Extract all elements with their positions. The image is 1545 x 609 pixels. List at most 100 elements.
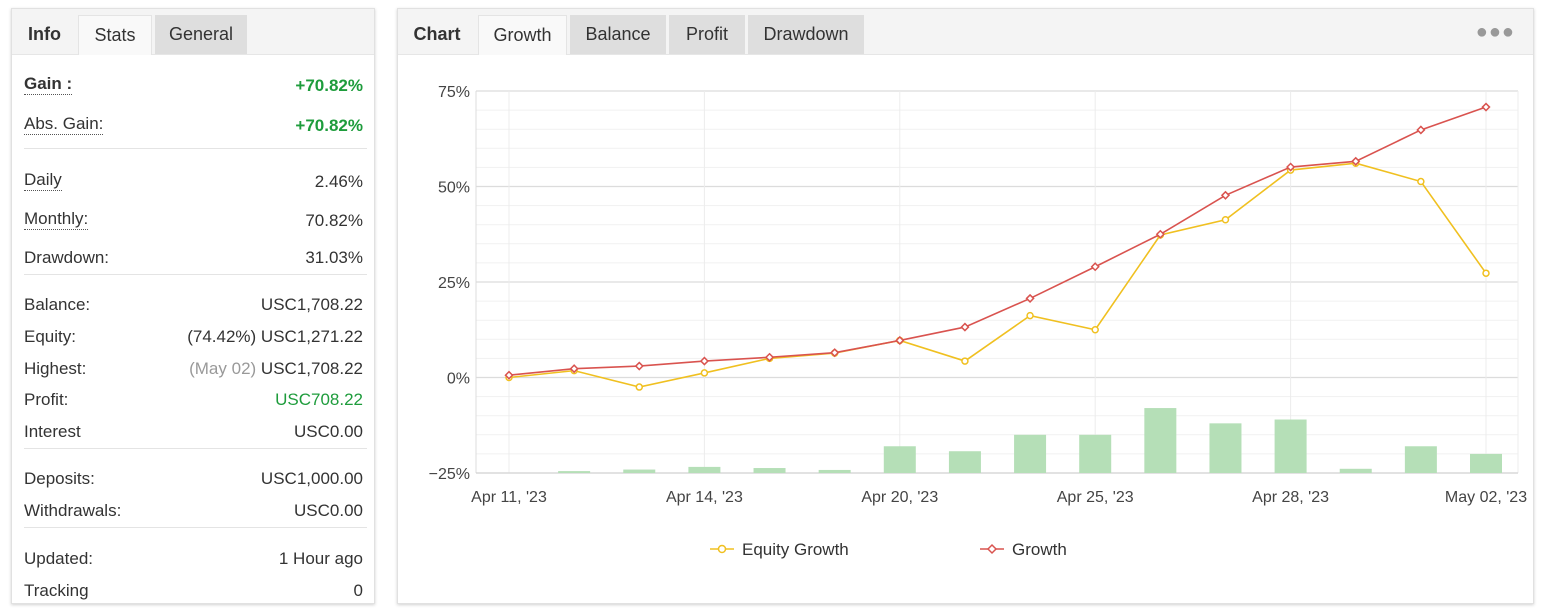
bar	[558, 471, 591, 473]
divider	[24, 148, 367, 149]
equity-growth-line	[508, 162, 1487, 388]
stat-equity: Equity: (74.42%) USC1,271.22	[24, 325, 363, 349]
line-series	[504, 102, 1491, 391]
x-tick-label: May 02, '23	[1445, 489, 1527, 506]
growth-point	[634, 361, 644, 371]
axis-labels: 75% 50% 25% 0% −25%Apr 11, '23 Apr 14, '23 Apr…	[429, 84, 1528, 506]
stats-panel: Info Stats General Gain : +70.82% Abs. G…	[11, 8, 375, 604]
highest-date: (May 02)	[189, 359, 257, 378]
legend: Equity Growth Growth	[710, 540, 1067, 559]
stat-label: Highest:	[24, 359, 87, 378]
stat-gain: Gain : +70.82%	[24, 74, 363, 98]
bar	[1274, 419, 1307, 473]
stat-tracking: Tracking 0	[24, 579, 363, 603]
stat-label: Withdrawals:	[24, 501, 122, 520]
equity-point	[700, 369, 709, 377]
bar	[818, 469, 851, 473]
stat-value: 1 Hour ago	[278, 549, 363, 568]
growth-point	[1025, 293, 1035, 303]
stat-value: 0	[353, 581, 363, 600]
grid	[475, 90, 1519, 474]
growth-point	[699, 356, 709, 366]
equity-point	[1417, 177, 1425, 186]
stat-balance: Balance: USC1,708.22	[24, 293, 363, 317]
legend-marker-icon	[986, 543, 998, 555]
stat-label: Deposits:	[24, 469, 95, 488]
stat-label: Profit:	[24, 390, 69, 409]
y-tick-label: −25%	[429, 466, 470, 483]
growth-line	[508, 106, 1487, 377]
x-tick-label: Apr 20, '23	[861, 489, 938, 506]
ellipsis-icon[interactable]: ●●●	[1475, 21, 1515, 43]
bar-series	[558, 408, 1502, 473]
tab-growth[interactable]: Growth	[478, 15, 567, 55]
x-tick-label: Apr 25, '23	[1057, 489, 1134, 506]
stat-updated: Updated: 1 Hour ago	[24, 547, 363, 571]
legend-marker-icon	[717, 544, 727, 554]
stat-label[interactable]: Daily	[24, 170, 62, 191]
equity-point	[1221, 215, 1230, 224]
growth-point	[1481, 102, 1491, 112]
stat-deposits: Deposits: USC1,000.00	[24, 467, 363, 491]
stat-value: +70.82%	[295, 116, 363, 135]
growth-point	[830, 348, 840, 358]
tab-profit[interactable]: Profit	[669, 15, 745, 54]
stat-value: USC1,000.00	[260, 469, 363, 488]
legend-label: Equity Growth	[742, 540, 849, 559]
bar	[688, 466, 721, 473]
stat-value: USC1,271.22	[260, 327, 363, 346]
y-tick-label: 0%	[447, 371, 470, 388]
stats-tabbar: Info Stats General	[12, 9, 374, 55]
stat-label: Tracking	[24, 581, 89, 600]
growth-point	[1090, 262, 1100, 272]
stat-label[interactable]: Gain :	[24, 74, 73, 95]
stat-label: Drawdown:	[24, 248, 110, 267]
divider	[24, 448, 367, 449]
stat-profit: Profit: USC708.22	[24, 388, 363, 412]
tab-general[interactable]: General	[155, 15, 247, 54]
growth-point	[895, 335, 905, 346]
stat-abs-gain: Abs. Gain: +70.82%	[24, 114, 363, 138]
stat-monthly: Monthly: 70.82%	[24, 209, 363, 233]
tab-drawdown[interactable]: Drawdown	[748, 15, 864, 54]
growth-point	[1416, 125, 1426, 135]
stat-label[interactable]: Monthly:	[24, 209, 89, 230]
growth-point	[1220, 190, 1231, 200]
bar	[1339, 468, 1372, 473]
growth-point	[504, 370, 514, 380]
stat-daily: Daily 2.46%	[24, 170, 363, 194]
equity-point	[1091, 326, 1099, 334]
x-tick-label: Apr 28, '23	[1252, 489, 1329, 506]
divider	[24, 527, 367, 528]
tab-stats[interactable]: Stats	[78, 15, 152, 55]
stat-label[interactable]: Abs. Gain:	[24, 114, 104, 135]
x-tick-label: Apr 14, '23	[666, 489, 743, 506]
stat-withdrawals: Withdrawals: USC0.00	[24, 499, 363, 523]
tab-balance[interactable]: Balance	[570, 15, 666, 54]
bar	[883, 446, 916, 473]
stat-value: USC1,708.22	[260, 295, 363, 314]
bar	[623, 469, 656, 473]
tab-info[interactable]: Info	[28, 24, 61, 44]
growth-point	[960, 322, 970, 332]
stat-value-group: (74.42%) USC1,271.22	[187, 325, 363, 349]
y-tick-label: 50%	[438, 180, 470, 197]
equity-point	[1482, 269, 1490, 277]
tab-chart[interactable]: Chart	[413, 24, 461, 44]
stat-value-group: (May 02) USC1,708.22	[189, 357, 363, 381]
stat-value: 2.46%	[314, 172, 363, 191]
equity-percent: (74.42%)	[187, 327, 257, 346]
stat-value: USC708.22	[275, 390, 363, 409]
bar	[948, 451, 981, 473]
bar	[753, 468, 786, 473]
bar	[1404, 446, 1437, 473]
growth-chart: 75% 50% 25% 0% −25%Apr 11, '23 Apr 14, '23 Apr…	[429, 84, 1528, 559]
stat-value: +70.82%	[295, 76, 363, 95]
stat-label: Equity:	[24, 327, 76, 346]
stat-label: Balance:	[24, 295, 91, 314]
stat-drawdown: Drawdown: 31.03%	[24, 246, 363, 270]
stat-value: USC0.00	[294, 501, 363, 520]
stat-value: USC1,708.22	[260, 359, 363, 378]
y-tick-label: 25%	[438, 275, 470, 292]
stat-highest: Highest: (May 02) USC1,708.22	[24, 357, 363, 381]
